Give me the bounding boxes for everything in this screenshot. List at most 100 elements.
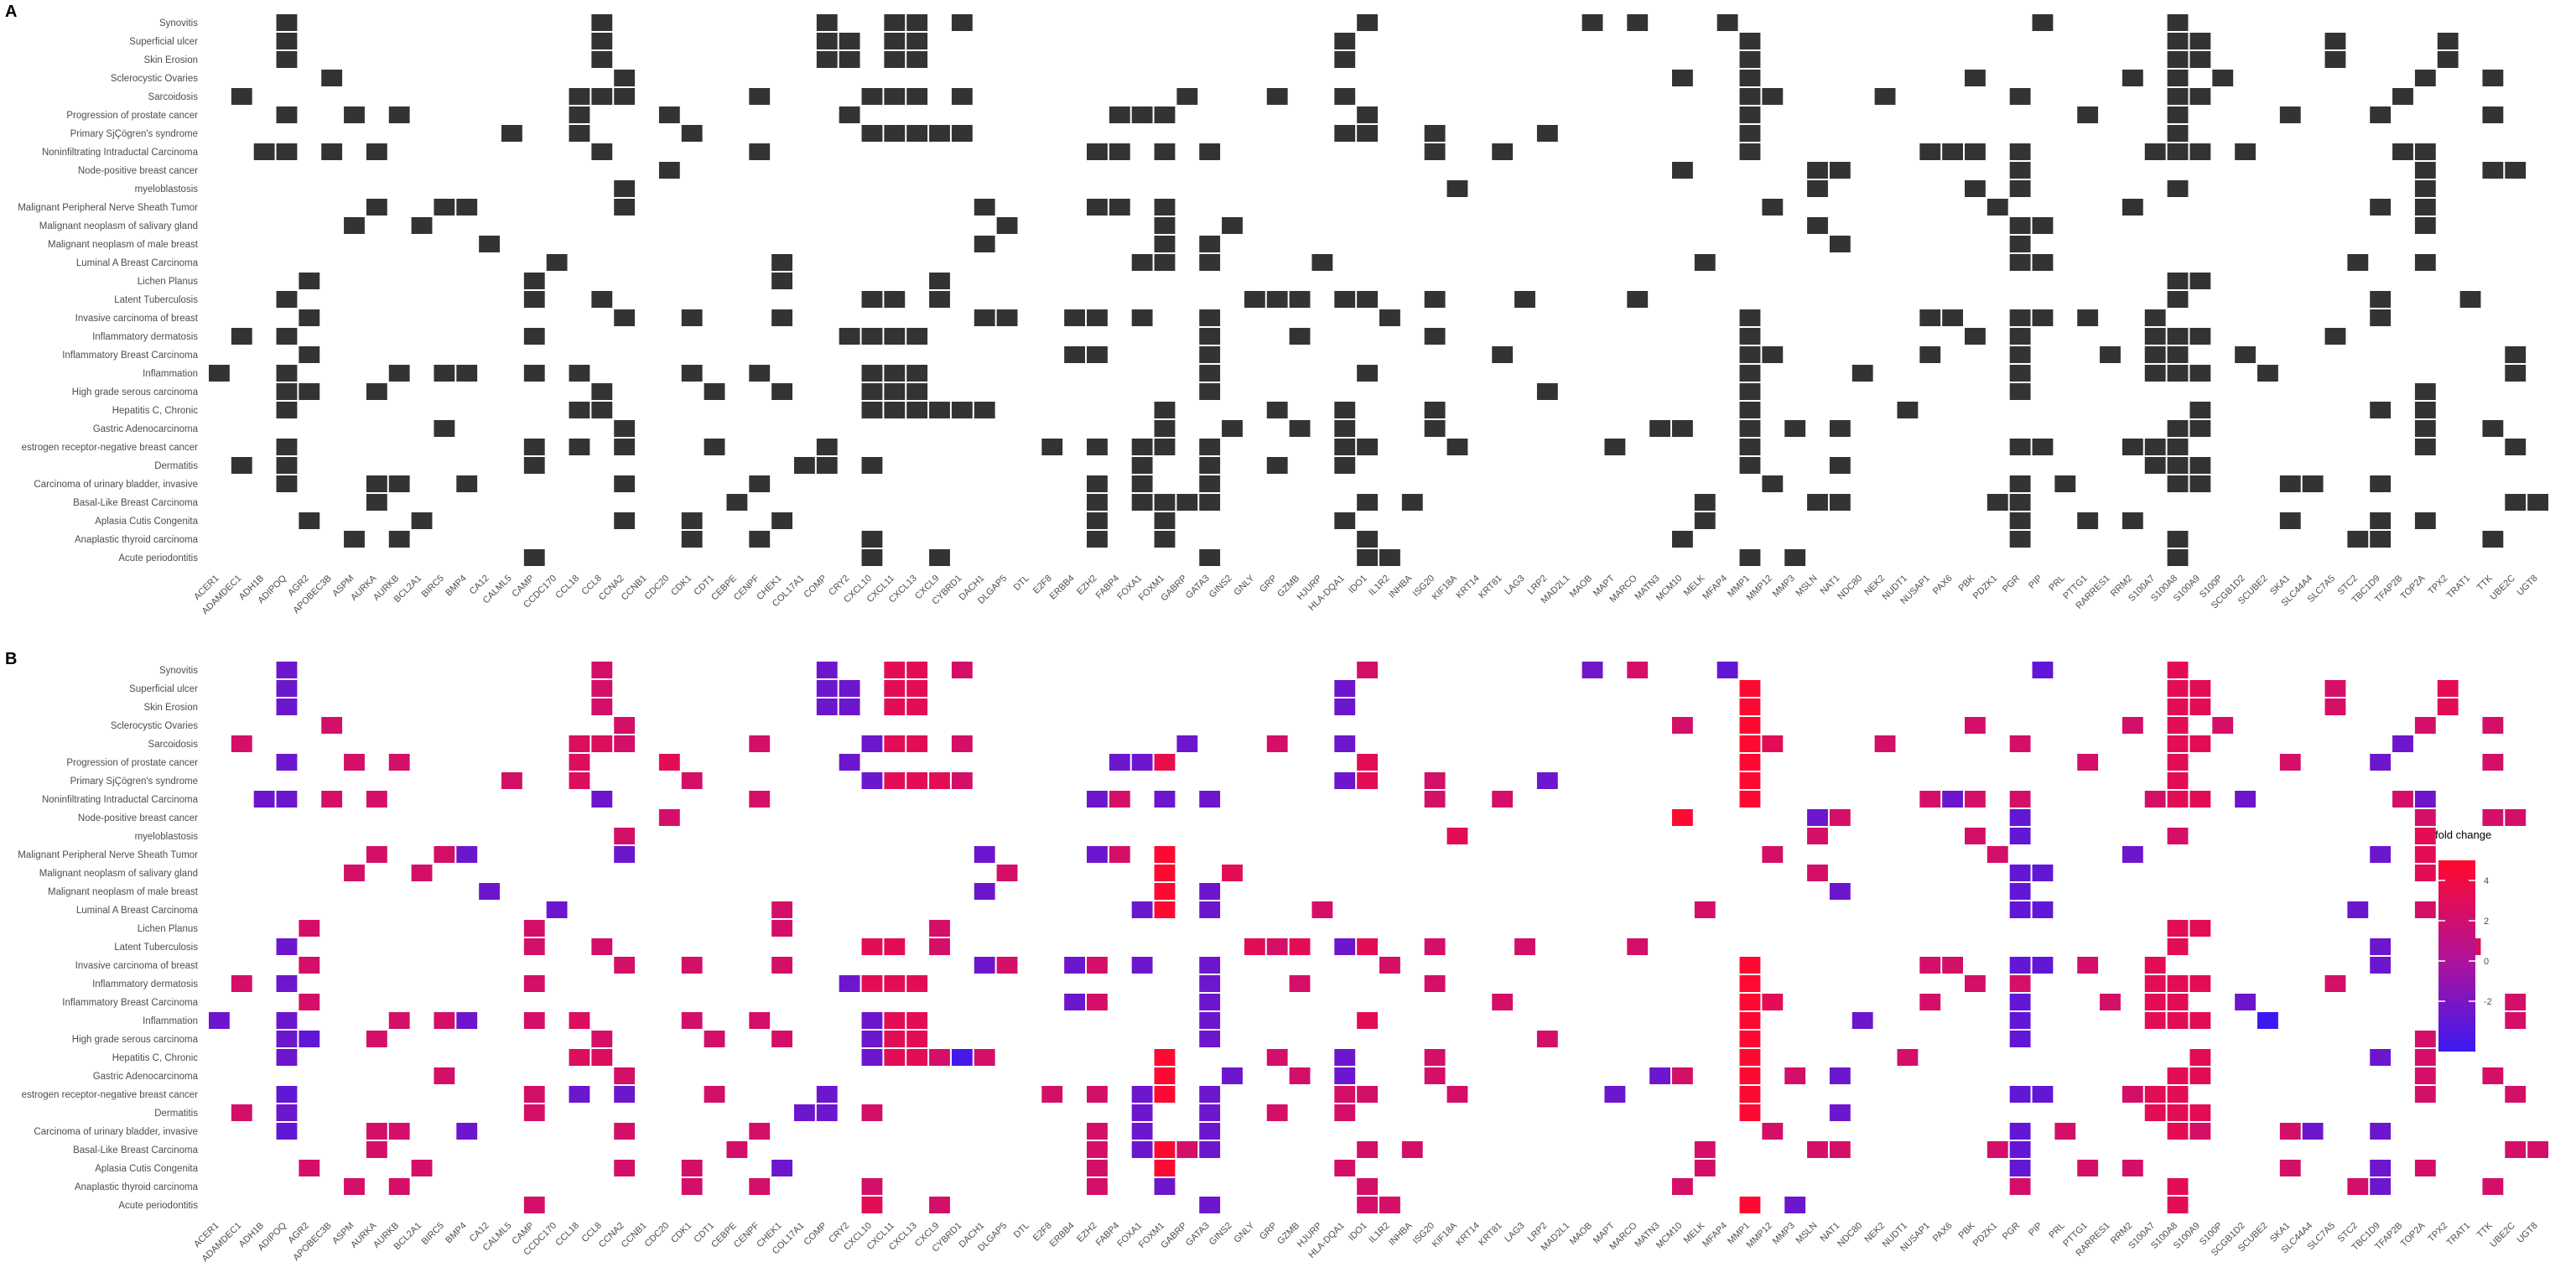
heatmap-cell [2167,1086,2189,1103]
heatmap-cell [1965,717,1986,734]
x-tick-label: UBE2C [2488,1221,2516,1249]
heatmap-cell [1357,1197,1378,1213]
heatmap-cell [2054,1123,2076,1140]
y-tick-label: Inflammatory dermatosis [92,979,198,989]
heatmap-cell [1672,717,1693,734]
y-tick-label: Carcinoma of urinary bladder, invasive [34,1127,198,1137]
heatmap-cell [456,475,478,492]
heatmap-cell [344,865,365,881]
heatmap-cell [1424,420,1446,437]
y-tick-label: Acute periodontitis [118,553,198,564]
heatmap-cell [546,901,568,918]
heatmap-cell [749,1123,771,1140]
heatmap-cell [2009,791,2031,808]
heatmap-cell [1266,938,1288,955]
heatmap-cell [2122,717,2143,734]
y-tick-label: Malignant Peripheral Nerve Sheath Tumor [18,850,198,860]
heatmap-cell [1694,1160,1716,1176]
heatmap-cell [2505,1141,2527,1158]
heatmap-cell [299,383,320,400]
heatmap-cell [929,549,950,566]
heatmap-cell [276,402,298,418]
heatmap-cell [2392,143,2413,160]
heatmap-cell [2189,699,2211,715]
heatmap-cell [884,88,906,105]
heatmap-cell [2032,217,2054,234]
heatmap-cell [2505,439,2527,455]
heatmap-cell [2167,680,2189,697]
heatmap-cell [411,1160,433,1176]
heatmap-cell [1289,975,1311,992]
heatmap-cell [1154,1160,1176,1176]
heatmap-cell [344,217,365,234]
heatmap-cell [1357,772,1378,789]
heatmap-cell [884,365,906,382]
y-tick-label: Invasive carcinoma of breast [75,961,199,971]
heatmap-cell [2009,1012,2031,1029]
heatmap-cell [1154,402,1176,418]
heatmap-cell [1739,309,1761,326]
heatmap-cell [704,383,725,400]
y-tick-label: Malignant neoplasm of salivary gland [39,221,198,231]
heatmap-cell [1627,938,1649,955]
heatmap-cell [1154,512,1176,529]
x-tick-label: PGR [2001,574,2022,595]
x-tick-label: INHBA [1387,573,1415,600]
heatmap-cell [816,1104,838,1121]
heatmap-cell [1627,291,1649,308]
x-tick-label: CCNB1 [620,574,649,603]
heatmap-cell [2167,180,2189,197]
heatmap-cell [1739,735,1761,752]
heatmap-cell [2437,680,2459,697]
x-tick-label: CCNB1 [620,1221,649,1250]
x-tick-label: NDC80 [1836,1221,1864,1249]
x-tick-label: MSLN [1794,574,1820,599]
heatmap-cell [299,512,320,529]
heatmap-cell [1109,846,1130,863]
heatmap-cell [1109,143,1130,160]
heatmap-cell [839,975,860,992]
heatmap-cell [2167,70,2189,86]
heatmap-cell [366,494,387,511]
heatmap-cell [366,475,387,492]
x-tick-label: KRT14 [1454,574,1482,601]
heatmap-cell [614,717,636,734]
heatmap-cell [434,365,455,382]
heatmap-cell [2414,383,2436,400]
heatmap-cell [884,51,906,68]
heatmap-cell [1739,549,1761,566]
x-tick-label: KRT81 [1477,574,1504,601]
heatmap-cell [816,51,838,68]
y-tick-label: Aplasia Cutis Congenita [95,517,198,527]
heatmap-cell [2167,51,2189,68]
heatmap-cell [2370,291,2392,308]
y-tick-label: Luminal A Breast Carcinoma [76,906,199,916]
x-tick-label: GNLY [1232,1220,1257,1245]
heatmap-cell [2009,901,2031,918]
panel-b: B Synovitis Superficial ulcer Skin Erosion S… [5,650,2548,1264]
heatmap-cell [231,735,252,752]
heatmap-cell [771,957,792,974]
heatmap-cell [1087,531,1108,548]
heatmap-cell [2167,791,2189,808]
heatmap-cell [276,457,298,474]
heatmap-cell [2370,754,2392,771]
heatmap-cell [1154,865,1176,881]
heatmap-cell [2077,512,2099,529]
heatmap-cell [1222,865,1243,881]
heatmap-cell [1131,1104,1153,1121]
heatmap-cell [2189,475,2211,492]
y-tick-label: Invasive carcinoma of breast [75,314,199,324]
heatmap-cell [1897,402,1919,418]
heatmap-cell [1694,512,1716,529]
heatmap-cell [2482,106,2504,123]
heatmap-cell [906,365,928,382]
heatmap-cell [1762,846,1784,863]
legend-tick-label: -2 [2484,997,2492,1007]
heatmap-cell [2414,865,2436,881]
heatmap-cell [276,365,298,382]
y-tick-label: Node-positive breast cancer [78,813,198,823]
heatmap-cell [614,1086,636,1103]
heatmap-cell [1087,309,1108,326]
heatmap-cell [1176,735,1198,752]
